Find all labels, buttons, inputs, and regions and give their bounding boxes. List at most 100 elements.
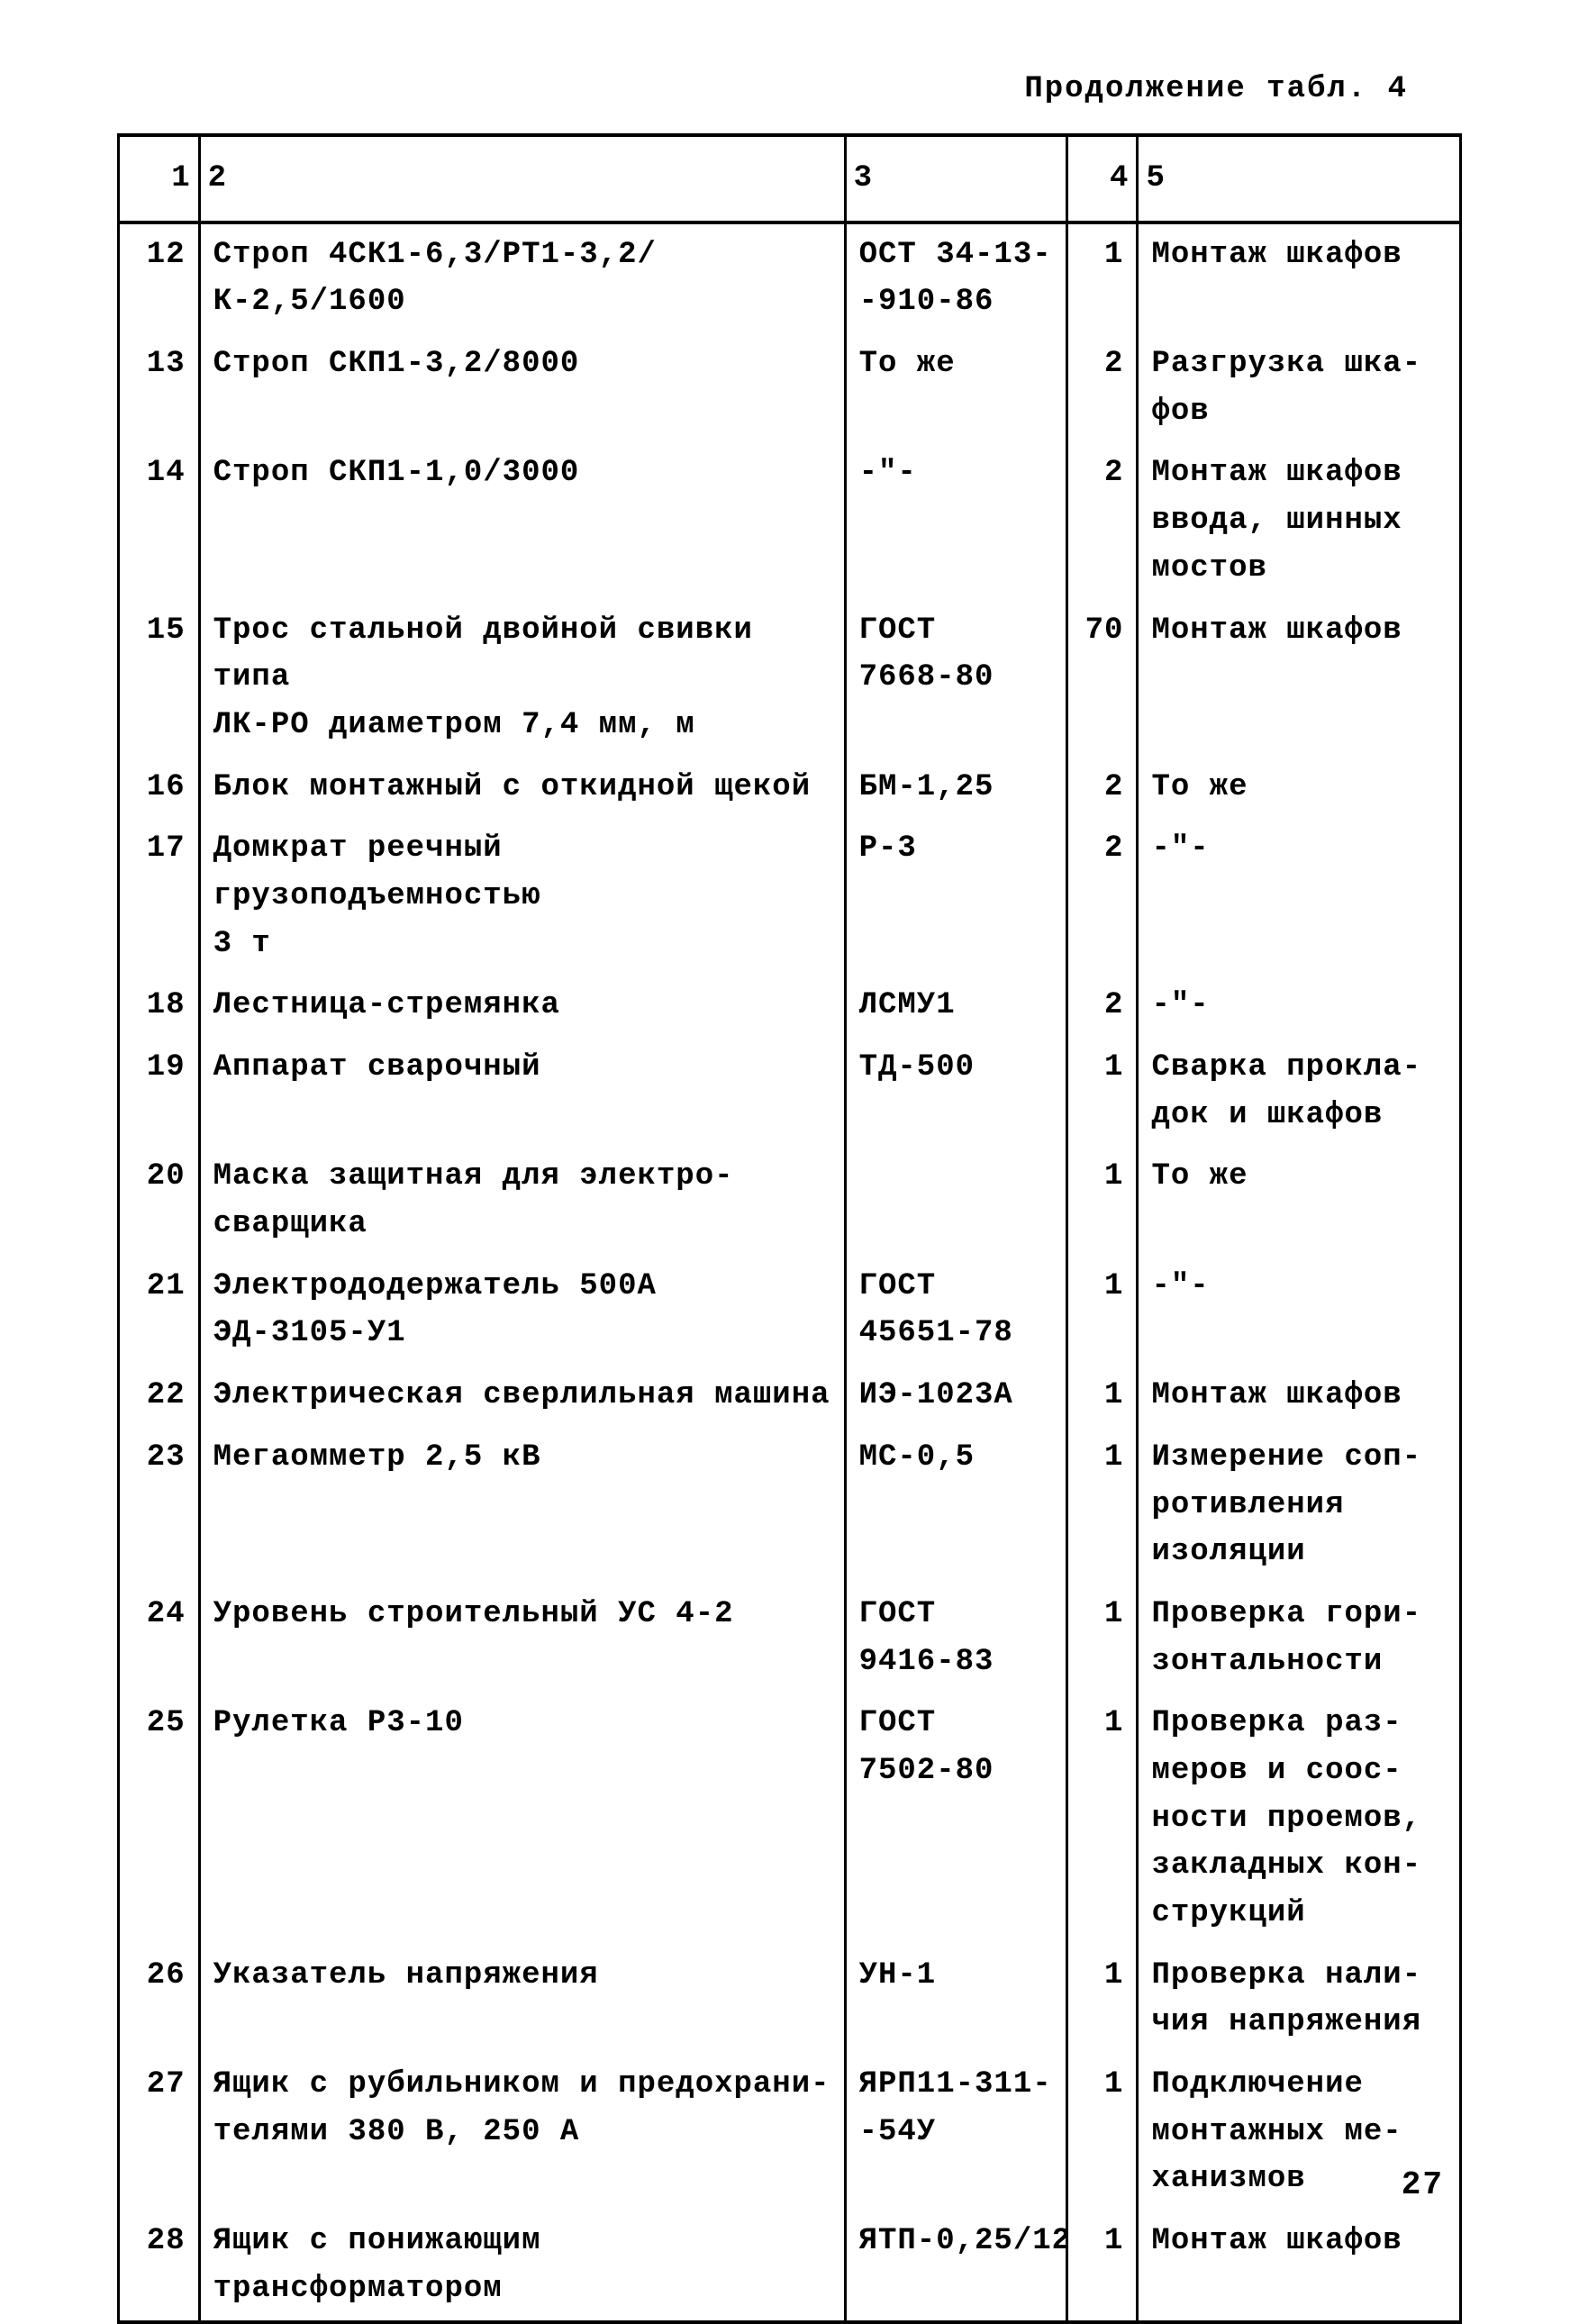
cell-col-2: Блок монтажный с откидной щекой — [199, 757, 845, 819]
cell-col-4: 1 — [1067, 1037, 1138, 1146]
cell-col-2: Трос стальной двойной свивки типаЛК-РО д… — [199, 600, 845, 757]
table-row: 22Электрическая сверлильная машинаИЭ-102… — [119, 1365, 1461, 1427]
cell-col-5: Проверка раз-меров и соос-ности проемов,… — [1138, 1693, 1461, 1944]
cell-col-3: МС-0,5 — [845, 1427, 1066, 1584]
cell-col-2: Домкрат реечный грузоподъемностью3 т — [199, 818, 845, 975]
cell-col-3 — [845, 1146, 1066, 1255]
cell-col-2: Аппарат сварочный — [199, 1037, 845, 1146]
table-row: 19Аппарат сварочныйТД-5001Сварка прокла-… — [119, 1037, 1461, 1146]
cell-col-3: ГОСТ9416-83 — [845, 1584, 1066, 1693]
cell-col-4: 1 — [1067, 1365, 1138, 1427]
cell-col-1: 22 — [119, 1365, 200, 1427]
table-row: 18Лестница-стремянкаЛСМУ12-"- — [119, 975, 1461, 1037]
continuation-table: 1 2 3 4 5 12Строп 4СК1-6,3/РТ1-3,2/К-2,5… — [117, 133, 1462, 2324]
table-body: 12Строп 4СК1-6,3/РТ1-3,2/К-2,5/1600ОСТ 3… — [119, 222, 1461, 2322]
cell-col-2: Строп 4СК1-6,3/РТ1-3,2/К-2,5/1600 — [199, 222, 845, 333]
header-col-4: 4 — [1067, 135, 1138, 222]
cell-col-3: ТД-500 — [845, 1037, 1066, 1146]
cell-col-4: 70 — [1067, 600, 1138, 757]
table-row: 13Строп СКП1-3,2/8000То же2Разгрузка шка… — [119, 333, 1461, 442]
cell-col-4: 2 — [1067, 975, 1138, 1037]
cell-col-2: Строп СКП1-1,0/3000 — [199, 442, 845, 599]
cell-col-3: То же — [845, 333, 1066, 442]
table-row: 12Строп 4СК1-6,3/РТ1-3,2/К-2,5/1600ОСТ 3… — [119, 222, 1461, 333]
cell-col-3: ЛСМУ1 — [845, 975, 1066, 1037]
table-caption: Продолжение табл. 4 — [117, 72, 1462, 106]
cell-col-1: 15 — [119, 600, 200, 757]
cell-col-5: Монтаж шкафовввода, шинныхмостов — [1138, 442, 1461, 599]
cell-col-1: 16 — [119, 757, 200, 819]
cell-col-4: 2 — [1067, 333, 1138, 442]
cell-col-2: Электрододержатель 500АЭД-3105-У1 — [199, 1256, 845, 1365]
cell-col-1: 14 — [119, 442, 200, 599]
cell-col-4: 2 — [1067, 442, 1138, 599]
cell-col-3: -"- — [845, 442, 1066, 599]
cell-col-5: -"- — [1138, 975, 1461, 1037]
header-col-1: 1 — [119, 135, 200, 222]
cell-col-5: Разгрузка шка-фов — [1138, 333, 1461, 442]
cell-col-1: 20 — [119, 1146, 200, 1255]
cell-col-4: 1 — [1067, 2211, 1138, 2321]
table-row: 21Электрододержатель 500АЭД-3105-У1ГОСТ4… — [119, 1256, 1461, 1365]
cell-col-5: Монтаж шкафов — [1138, 600, 1461, 757]
cell-col-4: 1 — [1067, 2054, 1138, 2211]
cell-col-2: Уровень строительный УС 4-2 — [199, 1584, 845, 1693]
cell-col-4: 1 — [1067, 222, 1138, 333]
cell-col-5: -"- — [1138, 818, 1461, 975]
cell-col-1: 24 — [119, 1584, 200, 1693]
cell-col-2: Маска защитная для электро-сварщика — [199, 1146, 845, 1255]
cell-col-2: Ящик с понижающим трансформатором — [199, 2211, 845, 2321]
cell-col-3: УН-1 — [845, 1945, 1066, 2054]
cell-col-3: БМ-1,25 — [845, 757, 1066, 819]
cell-col-2: Мегаомметр 2,5 кВ — [199, 1427, 845, 1584]
cell-col-5: Сварка прокла-док и шкафов — [1138, 1037, 1461, 1146]
cell-col-5: Монтаж шкафов — [1138, 222, 1461, 333]
cell-col-4: 1 — [1067, 1584, 1138, 1693]
cell-col-2: Электрическая сверлильная машина — [199, 1365, 845, 1427]
cell-col-1: 18 — [119, 975, 200, 1037]
table-row: 26Указатель напряженияУН-11Проверка нали… — [119, 1945, 1461, 2054]
cell-col-3: ГОСТ45651-78 — [845, 1256, 1066, 1365]
cell-col-1: 19 — [119, 1037, 200, 1146]
cell-col-5: Измерение соп-ротивленияизоляции — [1138, 1427, 1461, 1584]
cell-col-4: 2 — [1067, 757, 1138, 819]
cell-col-3: ЯРП11-311--54У — [845, 2054, 1066, 2211]
cell-col-3: ИЭ-1023А — [845, 1365, 1066, 1427]
header-col-2: 2 — [199, 135, 845, 222]
table-row: 17Домкрат реечный грузоподъемностью3 тР-… — [119, 818, 1461, 975]
cell-col-3: ГОСТ7668-80 — [845, 600, 1066, 757]
table-row: 20Маска защитная для электро-сварщика 1То… — [119, 1146, 1461, 1255]
cell-col-5: То же — [1138, 757, 1461, 819]
cell-col-5: Проверка гори-зонтальности — [1138, 1584, 1461, 1693]
cell-col-1: 23 — [119, 1427, 200, 1584]
table-row: 23Мегаомметр 2,5 кВМС-0,51Измерение соп-… — [119, 1427, 1461, 1584]
cell-col-5: То же — [1138, 1146, 1461, 1255]
cell-col-1: 17 — [119, 818, 200, 975]
cell-col-4: 1 — [1067, 1427, 1138, 1584]
cell-col-4: 1 — [1067, 1256, 1138, 1365]
table-row: 16Блок монтажный с откидной щекойБМ-1,25… — [119, 757, 1461, 819]
cell-col-2: Строп СКП1-3,2/8000 — [199, 333, 845, 442]
header-col-3: 3 — [845, 135, 1066, 222]
cell-col-4: 1 — [1067, 1146, 1138, 1255]
cell-col-4: 2 — [1067, 818, 1138, 975]
cell-col-3: Р-3 — [845, 818, 1066, 975]
page-number: 27 — [1402, 2166, 1444, 2203]
cell-col-4: 1 — [1067, 1693, 1138, 1944]
cell-col-5: Проверка нали-чия напряжения — [1138, 1945, 1461, 2054]
table-row: 24Уровень строительный УС 4-2ГОСТ9416-83… — [119, 1584, 1461, 1693]
table-header-row: 1 2 3 4 5 — [119, 135, 1461, 222]
cell-col-1: 25 — [119, 1693, 200, 1944]
cell-col-5: Монтаж шкафов — [1138, 1365, 1461, 1427]
table-row: 25Рулетка Р3-10ГОСТ7502-801Проверка раз-… — [119, 1693, 1461, 1944]
cell-col-1: 13 — [119, 333, 200, 442]
cell-col-4: 1 — [1067, 1945, 1138, 2054]
cell-col-2: Указатель напряжения — [199, 1945, 845, 2054]
table-row: 14Строп СКП1-1,0/3000-"-2Монтаж шкафоввв… — [119, 442, 1461, 599]
cell-col-1: 26 — [119, 1945, 200, 2054]
table-row: 15Трос стальной двойной свивки типаЛК-РО… — [119, 600, 1461, 757]
cell-col-1: 27 — [119, 2054, 200, 2211]
cell-col-2: Ящик с рубильником и предохрани-телями 3… — [199, 2054, 845, 2211]
cell-col-1: 12 — [119, 222, 200, 333]
header-col-5: 5 — [1138, 135, 1461, 222]
